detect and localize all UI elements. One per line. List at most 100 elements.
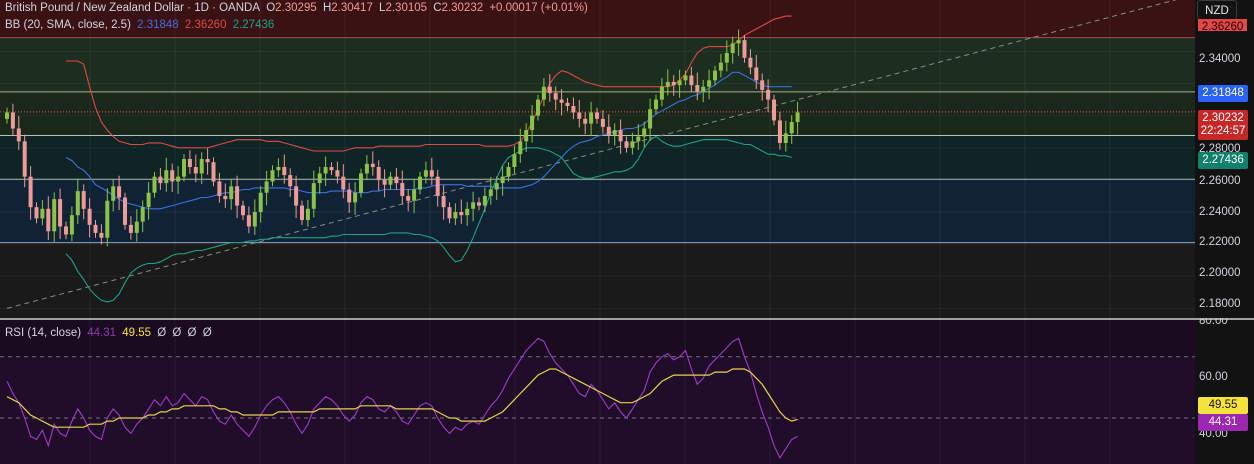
candle-body (736, 40, 741, 44)
currency-button[interactable]: NZD (1197, 0, 1237, 20)
candle-body (506, 167, 511, 177)
candle-body (394, 176, 399, 184)
price-tag: 2.30232 22:24:57 (1198, 110, 1248, 140)
low-label: L (379, 2, 386, 14)
rsi-line (6, 337, 798, 460)
candle-body (482, 195, 487, 206)
candle-body (69, 215, 74, 235)
candle-body (311, 183, 316, 209)
candle-body (400, 183, 405, 196)
candle-body (134, 221, 139, 233)
candle-body (418, 176, 422, 190)
candle-body (606, 126, 611, 135)
open-label: O (266, 2, 276, 14)
candle-body (300, 205, 304, 221)
candle-body (465, 208, 470, 216)
candle-body (589, 112, 594, 124)
candle-body (229, 186, 234, 200)
candle-body (388, 176, 393, 185)
bb-legend[interactable]: BB (20, SMA, close, 2.5) 2.31848 2.36260… (5, 19, 277, 31)
candle-body (695, 85, 700, 92)
candle-body (5, 112, 9, 119)
rsi-extra-2: Ø (172, 327, 182, 339)
candle-body (547, 86, 552, 94)
candle-body (707, 80, 712, 87)
zone-band (0, 179, 1195, 243)
candle-body (335, 170, 340, 177)
candle-body (583, 118, 588, 124)
candle-body (559, 99, 564, 103)
rsi-legend[interactable]: RSI (14, close) 44.31 49.55 Ø Ø Ø Ø (5, 327, 215, 339)
candle-body (40, 208, 45, 219)
candle-body (205, 159, 210, 163)
bb-lower-tag: 2.27436 (1198, 152, 1248, 169)
bb-basis-tag: 2.31848 (1198, 85, 1248, 102)
price-axis-tick: 2.20000 (1199, 267, 1241, 279)
candle-body (128, 224, 133, 233)
symbol-legend[interactable]: British Pound / New Zealand Dollar · 1D … (5, 2, 591, 14)
candle-body (158, 176, 163, 184)
candle-body (630, 141, 635, 148)
candle-body (64, 226, 68, 235)
candle-body (441, 195, 446, 208)
bb-upper-line (66, 15, 792, 152)
bb-basis-value: 2.31848 (137, 19, 179, 31)
price-countdown: 22:24:57 (1200, 125, 1246, 137)
candle-body (636, 136, 641, 142)
candle-body (235, 186, 240, 206)
candle-body (282, 167, 287, 176)
candle-body (536, 99, 540, 116)
candle-body (500, 176, 505, 184)
rsi-extra-3: Ø (187, 327, 197, 339)
candle-body (423, 170, 428, 177)
candle-body (93, 224, 98, 233)
candle-body (270, 170, 275, 182)
candle-body (742, 40, 747, 58)
candle-body (10, 112, 15, 129)
candle-body (713, 70, 717, 81)
candle-body (252, 212, 257, 227)
candle-body (182, 159, 186, 177)
candle-body (22, 141, 27, 177)
candle-body (246, 215, 251, 227)
zone-band (0, 135, 1195, 180)
rsi-extra-1: Ø (157, 327, 167, 339)
bb-label: BB (20, SMA, close, 2.5) (5, 19, 131, 31)
candle-body (34, 207, 39, 219)
candle-body (152, 176, 157, 193)
rsi-band (0, 356, 1195, 464)
candle-body (565, 102, 570, 106)
bb-lower-line (65, 135, 792, 303)
candle-body (264, 181, 269, 193)
candle-body (453, 212, 458, 219)
price-axis-bg (1195, 0, 1254, 464)
zone-band (0, 37, 1195, 92)
candle-body (28, 176, 33, 208)
candle-body (724, 53, 729, 63)
candle-body (187, 159, 192, 168)
candle-body (624, 141, 629, 148)
candle-body (146, 192, 151, 208)
zone-band (0, 0, 1195, 38)
zone-band (0, 242, 1195, 318)
candle-body (754, 67, 759, 81)
price-axis-tick: 2.26000 (1199, 175, 1241, 187)
candle-body (429, 170, 434, 177)
candle-body (376, 167, 381, 180)
candle-body (671, 81, 676, 86)
candle-body (777, 120, 782, 143)
candle-body (683, 75, 688, 81)
candle-body (199, 159, 204, 174)
candle-body (701, 86, 706, 92)
candle-body (117, 186, 122, 198)
candle-body (305, 208, 310, 221)
candle-body (341, 176, 346, 190)
candle-body (81, 191, 86, 209)
rsi-ma-value: 49.55 (122, 327, 152, 339)
candle-body (164, 170, 169, 184)
price-axis-tick: 2.18000 (1199, 298, 1241, 310)
candle-body (577, 112, 582, 119)
rsi-label: RSI (14, close) (5, 327, 82, 339)
